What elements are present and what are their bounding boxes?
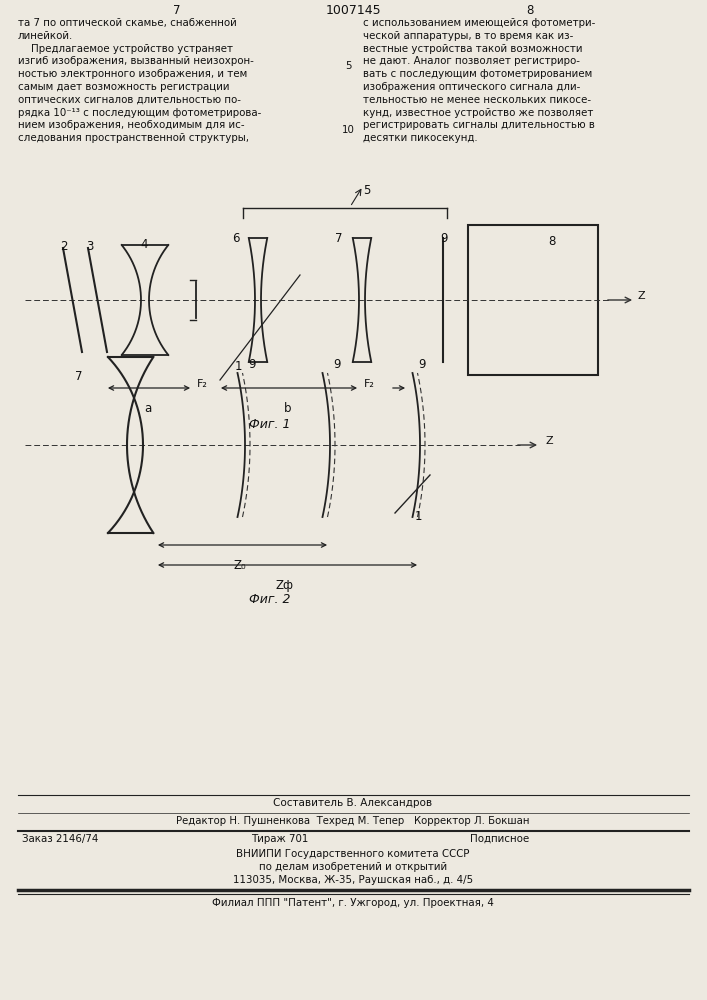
Text: 1007145: 1007145 [325,4,381,17]
Text: ностью электронного изображения, и тем: ностью электронного изображения, и тем [18,69,247,79]
Text: регистрировать сигналы длительностью в: регистрировать сигналы длительностью в [363,120,595,130]
Text: оптических сигналов длительностью по-: оптических сигналов длительностью по- [18,95,241,105]
Text: Z: Z [638,291,645,301]
Text: изгиб изображения, вызванный неизохрон-: изгиб изображения, вызванный неизохрон- [18,56,254,66]
Text: 8: 8 [526,4,534,17]
Text: ческой аппаратуры, в то время как из-: ческой аппаратуры, в то время как из- [363,31,573,41]
Text: вестные устройства такой возможности: вестные устройства такой возможности [363,44,583,54]
Text: F₂: F₂ [364,379,375,389]
Text: 7: 7 [173,4,181,17]
Text: 113035, Москва, Ж-35, Раушская наб., д. 4/5: 113035, Москва, Ж-35, Раушская наб., д. … [233,875,473,885]
Text: 9: 9 [440,232,448,245]
Text: Составитель В. Александров: Составитель В. Александров [274,798,433,808]
Text: Тираж 701: Тираж 701 [251,834,309,844]
Text: 8: 8 [548,235,556,248]
Text: 9: 9 [418,358,426,371]
Text: с использованием имеющейся фотометри-: с использованием имеющейся фотометри- [363,18,595,28]
Text: Редактор Н. Пушненкова  Техред М. Тепер   Корректор Л. Бокшан: Редактор Н. Пушненкова Техред М. Тепер К… [176,816,530,826]
Text: 5: 5 [363,184,370,197]
Text: вать с последующим фотометрированием: вать с последующим фотометрированием [363,69,592,79]
Text: ВНИИПИ Государственного комитета СССР: ВНИИПИ Государственного комитета СССР [236,849,469,859]
Text: рядка 10⁻¹³ с последующим фотометрирова-: рядка 10⁻¹³ с последующим фотометрирова- [18,108,262,118]
Text: 9: 9 [333,358,341,371]
Text: следования пространственной структуры,: следования пространственной структуры, [18,133,249,143]
Text: та 7 по оптической скамье, снабженной: та 7 по оптической скамье, снабженной [18,18,237,28]
Text: тельностью не менее нескольких пикосе-: тельностью не менее нескольких пикосе- [363,95,591,105]
Text: десятки пикосекунд.: десятки пикосекунд. [363,133,478,143]
Text: изображения оптического сигнала дли-: изображения оптического сигнала дли- [363,82,580,92]
Text: 9: 9 [248,358,255,371]
Text: 2: 2 [60,240,67,253]
Text: нием изображения, необходимым для ис-: нием изображения, необходимым для ис- [18,120,245,130]
Text: 4: 4 [140,238,148,251]
Text: Z: Z [545,436,553,446]
Text: 1: 1 [415,510,423,523]
Text: самым дает возможность регистрации: самым дает возможность регистрации [18,82,230,92]
Text: Фиг. 1: Фиг. 1 [250,418,291,431]
Text: Заказ 2146/74: Заказ 2146/74 [22,834,98,844]
Text: 7: 7 [335,232,342,245]
Text: Z₀: Z₀ [234,559,246,572]
Text: 1: 1 [235,360,243,373]
Text: не дают. Аналог позволяет регистриро-: не дают. Аналог позволяет регистриро- [363,56,580,66]
Text: 6: 6 [232,232,240,245]
Text: 10: 10 [341,125,354,135]
Text: 7: 7 [75,370,83,383]
Text: линейкой.: линейкой. [18,31,74,41]
Text: Филиал ППП "Патент", г. Ужгород, ул. Проектная, 4: Филиал ППП "Патент", г. Ужгород, ул. Про… [212,898,494,908]
Text: 5: 5 [345,61,351,71]
Text: 3: 3 [86,240,93,253]
Text: a: a [144,402,151,415]
Text: по делам изобретений и открытий: по делам изобретений и открытий [259,862,447,872]
Text: Подписное: Подписное [470,834,530,844]
Bar [468,225,598,375]
Text: b: b [284,402,292,415]
Text: кунд, известное устройство же позволяет: кунд, известное устройство же позволяет [363,108,593,118]
Text: Фиг. 2: Фиг. 2 [250,593,291,606]
Text: Предлагаемое устройство устраняет: Предлагаемое устройство устраняет [18,44,233,54]
Text: F₂: F₂ [197,379,208,389]
Text: Zф: Zф [276,579,294,592]
